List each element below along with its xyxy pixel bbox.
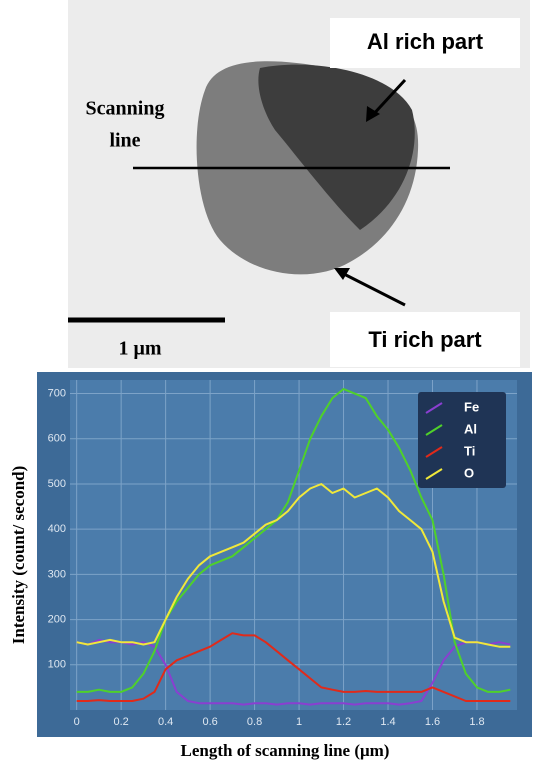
y-axis-title: Intensity (count/ second) xyxy=(9,466,28,645)
data-line xyxy=(76,638,511,706)
y-tick-label: 400 xyxy=(48,523,66,535)
y-tick-label: 100 xyxy=(48,659,66,671)
y-tick-label: 200 xyxy=(48,613,66,625)
y-tick-label: 700 xyxy=(48,387,66,399)
legend-swatch xyxy=(425,402,443,414)
x-tick-label: 0.4 xyxy=(158,716,173,728)
data-line xyxy=(76,388,511,693)
x-tick-label: 1.2 xyxy=(336,716,351,728)
label-box xyxy=(330,312,520,367)
al-region xyxy=(258,64,415,230)
x-tick-label: 1.6 xyxy=(425,716,440,728)
label-box xyxy=(330,18,520,68)
arrowhead xyxy=(334,268,350,280)
x-tick-label: 0.8 xyxy=(247,716,262,728)
x-tick-label: 0.2 xyxy=(114,716,129,728)
legend-label: Ti xyxy=(464,443,475,458)
x-tick-label: 1.8 xyxy=(469,716,484,728)
legend-swatch xyxy=(425,446,443,458)
data-line xyxy=(76,483,511,648)
scale-label: 1 μm xyxy=(119,338,162,360)
legend-label: Al xyxy=(464,421,477,436)
plot: 100 200 300 400 500 600 700 0 0.2 0.4 0.6 0.8 1 1.2 1.… xyxy=(48,380,517,728)
legend-box xyxy=(418,392,506,488)
x-tick-label: 1.4 xyxy=(380,716,395,728)
y-tick-label: 500 xyxy=(48,478,66,490)
legend-swatch xyxy=(425,424,443,436)
legend-swatch xyxy=(425,468,443,480)
x-tick-label: 1 xyxy=(296,716,302,728)
legend-label: O xyxy=(464,465,474,480)
data-line xyxy=(76,632,511,702)
scan-label: line xyxy=(109,130,140,152)
x-tick-label: 0 xyxy=(74,716,80,728)
al-label: Al rich part xyxy=(367,29,484,54)
micrograph: Al rich part Ti rich part Scanning line … xyxy=(68,0,530,368)
scan-label: Scanning xyxy=(86,98,165,120)
y-tick-label: 300 xyxy=(48,568,66,580)
arrow xyxy=(339,270,406,307)
y-tick-label: 600 xyxy=(48,433,66,445)
x-tick-label: 0.6 xyxy=(202,716,217,728)
legend-label: Fe xyxy=(464,399,479,414)
arrowhead xyxy=(366,106,380,122)
ti-label: Ti rich part xyxy=(368,327,482,352)
x-axis-title: Length of scanning line (μm) xyxy=(181,741,390,760)
